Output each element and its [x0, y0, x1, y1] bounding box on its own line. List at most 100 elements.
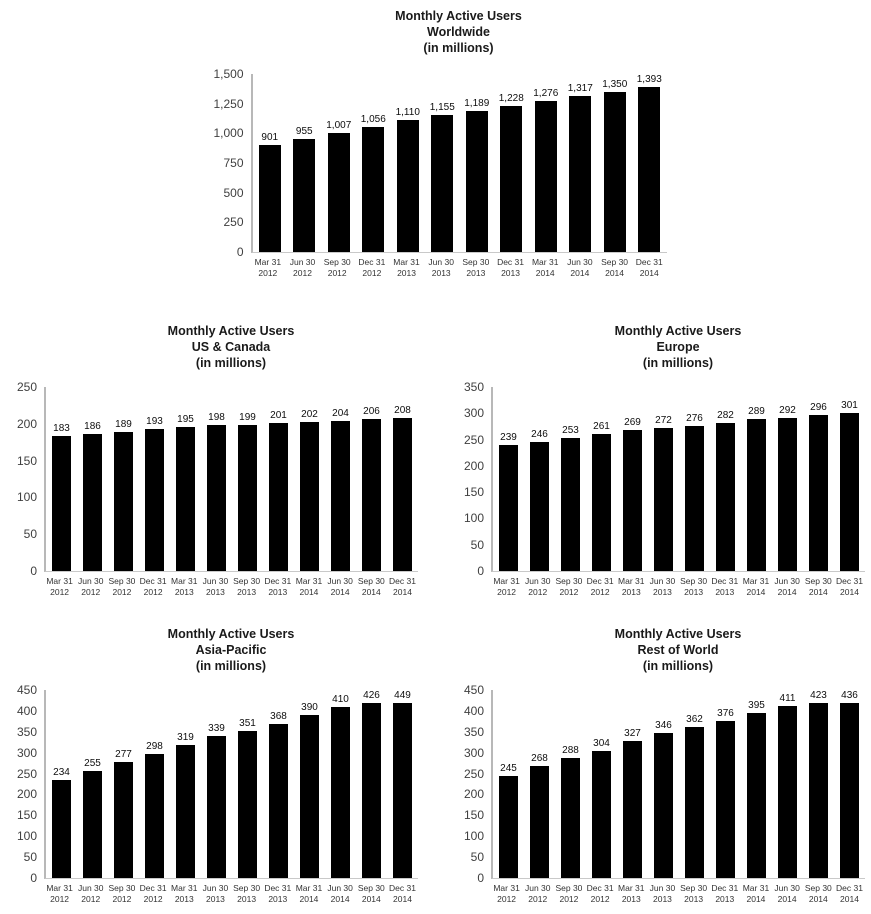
bar-group: 272: [648, 387, 679, 571]
x-axis: Mar 31 2012 Jun 30 2012 Sep 30 2012 Dec 31 2012…: [44, 576, 418, 598]
bar-group: 288: [555, 690, 586, 878]
x-tick-label: Sep 30 2014: [357, 883, 385, 904]
value-label: 298: [146, 740, 163, 752]
bar: [746, 712, 767, 878]
chart-worldwide: Monthly Active Users Worldwide (in milli…: [205, 8, 667, 279]
x-tick-label: Dec 31 2012: [139, 576, 167, 597]
bar-group: 410: [325, 690, 356, 878]
value-label: 411: [779, 693, 796, 705]
y-tick-label: 350: [16, 724, 37, 739]
value-label: 199: [239, 411, 256, 423]
plot-column: 239 246 253 261 269 272 276 282 289 292 296 301 Mar…: [491, 387, 865, 598]
bar-group: 193: [139, 387, 170, 571]
x-tick-label: Sep 30 2013: [680, 576, 708, 597]
bar-group: 268: [524, 690, 555, 878]
value-label: 296: [810, 402, 827, 414]
bar-group: 368: [263, 690, 294, 878]
bar-group: 204: [325, 387, 356, 571]
bar-group: 449: [387, 690, 418, 878]
bar-group: 269: [617, 387, 648, 571]
bar: [51, 780, 72, 878]
x-tick-label: Mar 31 2014: [295, 883, 323, 904]
y-tick-label: 450: [16, 683, 37, 697]
x-tick-label: Mar 31 2013: [171, 883, 198, 904]
y-tick-label: 50: [470, 537, 484, 552]
value-label: 288: [562, 744, 579, 756]
y-tick-label: 750: [223, 156, 244, 170]
bar: [498, 445, 519, 571]
bar: [534, 100, 557, 252]
x-tick-label: Sep 30 2012: [555, 576, 583, 597]
bar-group: 1,276: [529, 74, 564, 252]
x-tick-label: Sep 30 2013: [233, 576, 261, 597]
y-tick-label: 200: [463, 787, 484, 802]
x-tick-label: Mar 31 2012: [46, 576, 73, 597]
value-label: 319: [177, 731, 194, 743]
x-tick-label: Dec 31 2013: [264, 883, 292, 904]
bar-group: 276: [679, 387, 710, 571]
x-tick-label: Mar 31 2013: [618, 576, 645, 597]
x-tick-label: Jun 30 2012: [289, 257, 316, 278]
bar: [293, 138, 316, 252]
value-label: 1,110: [395, 107, 420, 119]
bar-group: 186: [77, 387, 108, 571]
value-label: 1,189: [464, 97, 490, 109]
value-label: 276: [686, 412, 703, 424]
y-tick-label: 400: [16, 703, 37, 718]
plot-area: 239 246 253 261 269 272 276 282 289 292 296 301: [491, 387, 865, 572]
y-tick-label: 250: [223, 215, 244, 230]
x-tick-label: Jun 30 2013: [202, 883, 229, 904]
bar: [653, 733, 674, 878]
bar: [569, 95, 592, 252]
value-label: 246: [531, 428, 548, 440]
value-label: 208: [394, 404, 411, 416]
x-tick-label: Jun 30 2013: [428, 257, 454, 278]
value-label: 253: [562, 425, 579, 436]
x-tick-label: Mar 31 2013: [171, 576, 198, 597]
chart-title-line: (in millions): [642, 356, 714, 370]
x-tick-label: Jun 30 2012: [77, 576, 104, 597]
y-tick-label: 100: [463, 511, 484, 526]
bar-group: 298: [139, 690, 170, 878]
value-label: 245: [500, 762, 517, 774]
y-tick-label: 50: [23, 527, 37, 542]
chart-title-line: Monthly Active Users: [167, 324, 295, 338]
y-tick-label: 350: [463, 724, 484, 739]
chart-title-line: Asia-Pacific: [195, 643, 267, 657]
chart-europe: Monthly Active Users Europe (in millions…: [453, 323, 865, 598]
bar: [175, 744, 196, 878]
bar-group: 1,007: [322, 74, 357, 252]
y-tick-label: 1,500: [213, 67, 244, 81]
bar: [327, 132, 350, 252]
bar-group: 301: [834, 387, 865, 571]
value-label: 1,228: [498, 93, 524, 105]
bar: [113, 762, 134, 878]
plot-column: 183 186 189 193 195 198 199 201 202 204 206 208 Mar…: [44, 387, 418, 598]
bar: [113, 431, 134, 571]
x-tick-label: Dec 31 2012: [586, 576, 614, 597]
x-tick-label: Mar 31 2014: [295, 576, 323, 597]
bar-group: 1,189: [460, 74, 495, 252]
plot-column: 901 955 1,007 1,056 1,110 1,155 1,189 1,228 1,27…: [250, 74, 667, 279]
bar-group: 253: [555, 387, 586, 571]
y-tick-label: 0: [477, 871, 484, 885]
y-axis: 350 300 250 200 150 100 50 0: [453, 380, 491, 578]
y-tick-label: 150: [16, 453, 37, 468]
y-tick-label: 200: [463, 458, 484, 473]
chart-body: 350 300 250 200 150 100 50 0 239 246 253 261 269 272…: [453, 380, 865, 598]
value-label: 193: [146, 415, 163, 427]
value-label: 327: [624, 728, 641, 740]
chart-title-line: Rest of World: [637, 643, 719, 657]
bar: [206, 736, 227, 878]
y-axis: 450 400 350 300 250 200 150 100 50 0: [6, 683, 44, 885]
value-label: 183: [53, 423, 70, 435]
bar: [684, 726, 705, 878]
chart-title-line: US & Canada: [191, 340, 271, 354]
value-label: 304: [593, 738, 610, 749]
y-axis: 250 200 150 100 50 0: [6, 380, 44, 578]
value-label: 1,350: [602, 78, 628, 90]
bar-group: 304: [586, 690, 617, 878]
bar-group: 339: [201, 690, 232, 878]
value-label: 201: [270, 410, 287, 422]
bar-group: 1,155: [425, 74, 460, 252]
